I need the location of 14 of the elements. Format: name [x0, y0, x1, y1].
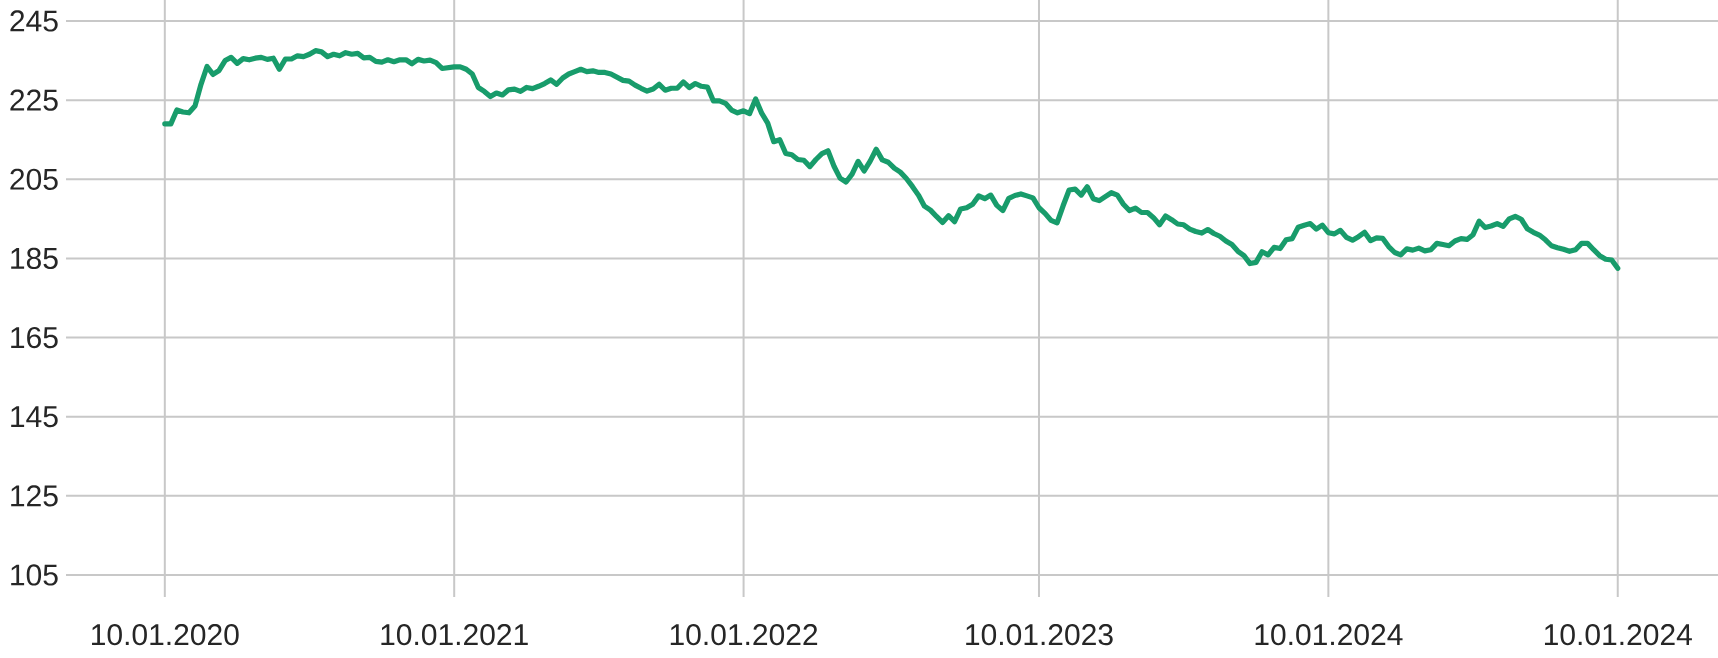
y-tick-label: 165: [11, 326, 58, 349]
y-tick-label: 105: [11, 564, 58, 586]
y-tick-label: 145: [11, 406, 58, 428]
y-tick-label: 125: [11, 485, 58, 507]
y-tick-label: 245: [10, 10, 58, 32]
x-tick-label: 10.01.2023: [966, 624, 1113, 646]
x-tick-label: 10.01.2020: [92, 624, 239, 646]
y-tick-label: 185: [11, 247, 58, 270]
x-tick-label: 10.01.2024: [1255, 624, 1403, 646]
x-tick-label: 10.01.2021: [381, 624, 528, 646]
x-tick-label: 10.01.2022: [670, 624, 818, 646]
y-tick-label: 225: [10, 89, 58, 111]
y-tick-label: 205: [10, 168, 58, 190]
x-tick-label: 10.01.2024: [1544, 624, 1692, 646]
